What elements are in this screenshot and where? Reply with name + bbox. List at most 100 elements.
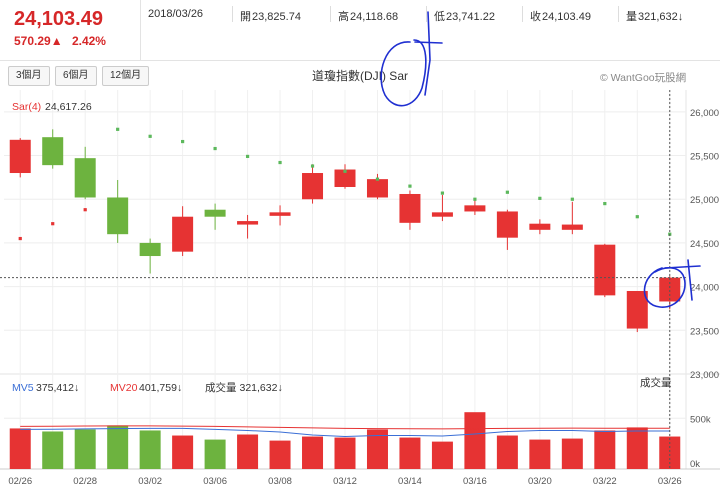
price-tick-label: 25,000 [690, 195, 719, 206]
price-tick-label: 26,000 [690, 108, 719, 119]
quote-date: 2018/03/26 [148, 8, 204, 20]
candle-body [431, 212, 453, 217]
sar-point [505, 190, 509, 194]
volume-tick-label: 500k [690, 414, 711, 425]
volume-bar [302, 436, 324, 469]
candle-body [42, 137, 64, 166]
range-3m-button[interactable]: 3個月 [8, 66, 50, 86]
candle-body [464, 205, 486, 212]
volume-bar [366, 429, 388, 469]
quote-bar: 24,103.49 570.29▲ 2.42% 2018/03/26 開23,8… [0, 0, 720, 61]
volume-bar [204, 439, 226, 469]
chart-title: 道瓊指數(DJI) Sar [311, 69, 408, 83]
sar-point [343, 169, 347, 173]
mv5-legend-value: 375,412↓ [36, 382, 79, 394]
candle-body [594, 244, 616, 296]
sar-point [473, 197, 477, 201]
volume-bar [237, 434, 259, 469]
candle-body [107, 197, 129, 235]
divider [232, 6, 233, 22]
volume-bar [464, 412, 486, 469]
divider [522, 6, 523, 22]
sar-point [181, 139, 185, 144]
sar-legend-value: 24,617.26 [45, 101, 92, 113]
sar-point [440, 191, 445, 195]
sar-point [570, 197, 574, 201]
sar-series [18, 127, 672, 241]
change-percent: 2.42% [71, 34, 106, 48]
sar-point [83, 208, 87, 212]
sar-point [375, 177, 380, 181]
sar-point [51, 222, 55, 226]
volume-bar [561, 438, 583, 469]
volume-bar [9, 428, 31, 469]
candle-body [172, 216, 194, 252]
range-6m-button[interactable]: 6個月 [55, 66, 97, 86]
divider [618, 6, 619, 22]
date-tick-label: 03/08 [268, 476, 292, 487]
volume-axis-title: 成交量 [640, 376, 672, 389]
sar-point [148, 134, 152, 138]
volume-bar [626, 427, 648, 469]
volume-bar [172, 435, 194, 469]
price-box: 24,103.49 570.29▲ 2.42% [0, 0, 141, 60]
sar-point [116, 127, 120, 131]
mv5-legend-label: MV5 [12, 382, 34, 394]
sar-point [603, 202, 607, 206]
date-tick-label: 02/28 [73, 476, 97, 487]
price-tick-label: 23,000 [690, 370, 719, 381]
candle-body [334, 169, 356, 187]
candle-body [204, 209, 226, 217]
change-value: 570.29▲ [14, 34, 63, 48]
date-tick-label: 03/02 [138, 476, 162, 487]
mv20-line [20, 425, 670, 430]
candle-body [269, 212, 291, 216]
price-tick-label: 25,500 [690, 152, 719, 163]
sar-point [310, 164, 315, 168]
volume-bar [431, 441, 453, 469]
watermark: © WantGoo玩股網 [600, 72, 687, 84]
sar-point [245, 154, 250, 159]
candle-body [496, 211, 518, 238]
price-tick-label: 24,500 [690, 239, 719, 250]
last-price: 24,103.49 [14, 8, 103, 30]
close-price: 收24,103.49 [530, 11, 591, 23]
date-tick-label: 03/12 [333, 476, 357, 487]
candle-body [302, 173, 324, 200]
candle-body [659, 277, 681, 302]
date-tick-label: 03/14 [398, 476, 422, 487]
candle-body [626, 290, 648, 329]
date-tick-label: 03/22 [593, 476, 617, 487]
date-tick-label: 03/20 [528, 476, 552, 487]
volume-bar [594, 430, 616, 469]
candle-body [9, 139, 31, 174]
sar-point [213, 146, 217, 151]
sar-point [408, 184, 412, 188]
sar-point [278, 160, 282, 165]
sar-legend-label: Sar(4) [12, 101, 41, 113]
volume-bar [269, 440, 291, 469]
candle-body [139, 242, 161, 257]
sar-point [635, 215, 639, 219]
volume-bar [529, 439, 551, 469]
divider [330, 6, 331, 22]
volume-bar [74, 429, 96, 469]
date-tick-label: 02/26 [8, 476, 32, 487]
volume-bar [659, 436, 681, 469]
volume-value: 量321,632↓ [626, 11, 684, 23]
annotation-stroke-candle-cross [664, 265, 701, 269]
candlestick-series [9, 129, 681, 333]
mv20-legend-label: MV20 [110, 382, 138, 394]
axes: 23,000 23,500 24,000 24,500 25,000 25,500 26,0… [0, 90, 719, 487]
range-12m-button[interactable]: 12個月 [102, 66, 150, 86]
candle-body [561, 224, 583, 230]
volume-bar [399, 437, 421, 469]
volume-bar [139, 430, 161, 469]
mv5-line [20, 427, 670, 438]
price-tick-label: 23,500 [690, 326, 719, 337]
date-tick-label: 03/16 [463, 476, 487, 487]
candle-body [237, 221, 259, 225]
price-tick-label: 24,000 [690, 283, 719, 294]
handwritten-annotation [380, 11, 701, 308]
